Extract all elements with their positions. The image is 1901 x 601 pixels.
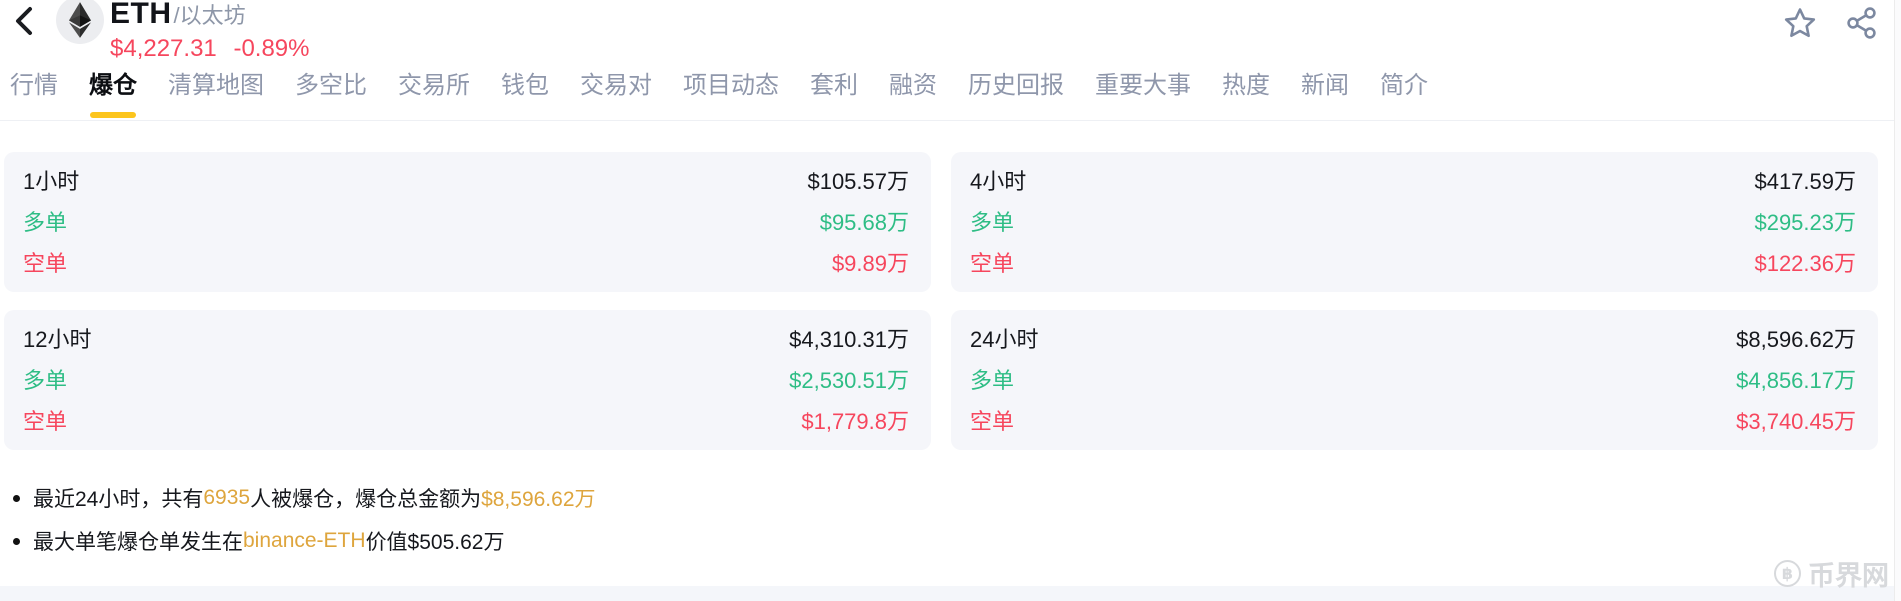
coin-icon: ฿ xyxy=(1774,560,1801,587)
coin-symbol: ETH xyxy=(110,0,172,30)
note-text: 最近24小时，共有 xyxy=(33,488,204,511)
long-value: $4,856.17万 xyxy=(1736,368,1856,393)
summary-notes: 最近24小时，共有 6935 人被爆仓，爆仓总金额为 $8,596.62万 最大单笔爆仓… xyxy=(13,484,596,570)
card-row-total: 4小时 $417.59万 xyxy=(970,169,1856,195)
tab-爆仓[interactable]: 爆仓 xyxy=(89,72,137,99)
tab-融资[interactable]: 融资 xyxy=(889,72,937,99)
tab-套利[interactable]: 套利 xyxy=(810,72,858,99)
total-value: $105.57万 xyxy=(807,169,909,194)
header-actions xyxy=(1781,6,1881,44)
period-label: 1小时 xyxy=(23,169,80,194)
card-row-long: 多单 $2,530.51万 xyxy=(23,368,909,394)
coin-price: $4,227.31 xyxy=(110,35,217,62)
note-highlight: 6935 xyxy=(203,486,251,509)
period-label: 4小时 xyxy=(970,169,1027,194)
tab-项目动态[interactable]: 项目动态 xyxy=(683,72,779,99)
tab-简介[interactable]: 简介 xyxy=(1380,72,1428,99)
card-row-total: 24小时 $8,596.62万 xyxy=(970,327,1856,353)
chevron-left-icon xyxy=(13,6,35,41)
share-button[interactable] xyxy=(1843,6,1881,44)
card-row-total: 1小时 $105.57万 xyxy=(23,169,909,195)
note-text: 人被爆仓，爆仓总金额为 xyxy=(250,488,482,511)
tab-交易对[interactable]: 交易对 xyxy=(580,72,652,99)
tab-多空比[interactable]: 多空比 xyxy=(295,72,367,99)
coin-header: ETH /以太坊 $4,227.31 -0.89% xyxy=(110,0,310,63)
tab-热度[interactable]: 热度 xyxy=(1222,72,1270,99)
total-value: $8,596.62万 xyxy=(1736,327,1856,352)
total-value: $417.59万 xyxy=(1754,169,1856,194)
next-section-edge xyxy=(0,586,1901,601)
long-label: 多单 xyxy=(23,368,68,393)
scrollbar[interactable] xyxy=(1894,0,1901,601)
bullet-dot xyxy=(13,537,20,545)
long-label: 多单 xyxy=(970,210,1015,235)
site-watermark: ฿ 币界网 xyxy=(1774,554,1889,593)
card-row-long: 多单 $95.68万 xyxy=(23,210,909,236)
short-label: 空单 xyxy=(970,409,1015,434)
eth-logo-icon xyxy=(56,0,104,44)
liquidation-card-4小时: 4小时 $417.59万多单 $295.23万空单 $122.36万 xyxy=(951,152,1878,292)
coin-name: /以太坊 xyxy=(173,3,246,28)
tab-重要大事[interactable]: 重要大事 xyxy=(1095,72,1191,99)
short-value: $1,779.8万 xyxy=(801,409,909,434)
liquidation-card-12小时: 12小时 $4,310.31万多单 $2,530.51万空单 $1,779.8万 xyxy=(4,310,931,450)
total-value: $4,310.31万 xyxy=(789,327,909,352)
bullet-dot xyxy=(13,494,20,502)
tab-新闻[interactable]: 新闻 xyxy=(1301,72,1349,99)
short-value: $122.36万 xyxy=(1754,251,1856,276)
card-row-short: 空单 $9.89万 xyxy=(23,251,909,277)
tab-交易所[interactable]: 交易所 xyxy=(398,72,470,99)
long-label: 多单 xyxy=(970,368,1015,393)
note-text: 价值$505.62万 xyxy=(365,531,505,554)
coin-change: -0.89% xyxy=(233,35,310,62)
short-value: $3,740.45万 xyxy=(1736,409,1856,434)
short-label: 空单 xyxy=(23,251,68,276)
card-row-short: 空单 $122.36万 xyxy=(970,251,1856,277)
card-row-short: 空单 $3,740.45万 xyxy=(970,409,1856,435)
long-value: $2,530.51万 xyxy=(789,368,909,393)
watermark-text: 币界网 xyxy=(1808,561,1889,591)
nav-divider xyxy=(0,120,1901,121)
favorite-button[interactable] xyxy=(1781,6,1819,44)
coin-price-row: $4,227.31 -0.89% xyxy=(110,35,310,63)
long-value: $295.23万 xyxy=(1754,210,1856,235)
long-label: 多单 xyxy=(23,210,68,235)
nav-tabs: 行情 爆仓 清算地图 多空比 交易所 钱包 交易对 项目动态 套利 融资 历史回报 重要大事 热度 新闻 简… xyxy=(10,71,1428,101)
card-row-long: 多单 $295.23万 xyxy=(970,210,1856,236)
summary-note-2: 最大单笔爆仓单发生在 binance-ETH 价值$505.62万 xyxy=(13,527,596,555)
tab-清算地图[interactable]: 清算地图 xyxy=(168,72,264,99)
period-label: 12小时 xyxy=(23,327,92,352)
back-button[interactable] xyxy=(6,4,42,42)
tab-钱包[interactable]: 钱包 xyxy=(501,72,549,99)
note-highlight: $8,596.62万 xyxy=(481,488,596,511)
share-icon xyxy=(1845,6,1879,45)
period-label: 24小时 xyxy=(970,327,1039,352)
long-value: $95.68万 xyxy=(819,210,909,235)
star-icon xyxy=(1782,5,1818,46)
card-row-total: 12小时 $4,310.31万 xyxy=(23,327,909,353)
tab-历史回报[interactable]: 历史回报 xyxy=(968,72,1064,99)
tab-行情[interactable]: 行情 xyxy=(10,72,58,99)
short-label: 空单 xyxy=(23,409,68,434)
short-label: 空单 xyxy=(970,251,1015,276)
liquidation-cards: 1小时 $105.57万多单 $95.68万空单 $9.89万 4小时 $417.59万多… xyxy=(4,152,1878,450)
summary-note-1: 最近24小时，共有 6935 人被爆仓，爆仓总金额为 $8,596.62万 xyxy=(13,484,596,512)
card-row-short: 空单 $1,779.8万 xyxy=(23,409,909,435)
short-value: $9.89万 xyxy=(831,251,909,276)
note-text: 最大单笔爆仓单发生在 xyxy=(33,531,243,554)
liquidation-card-1小时: 1小时 $105.57万多单 $95.68万空单 $9.89万 xyxy=(4,152,931,292)
liquidation-card-24小时: 24小时 $8,596.62万多单 $4,856.17万空单 $3,740.45万 xyxy=(951,310,1878,450)
card-row-long: 多单 $4,856.17万 xyxy=(970,368,1856,394)
note-highlight: binance-ETH xyxy=(243,529,366,552)
